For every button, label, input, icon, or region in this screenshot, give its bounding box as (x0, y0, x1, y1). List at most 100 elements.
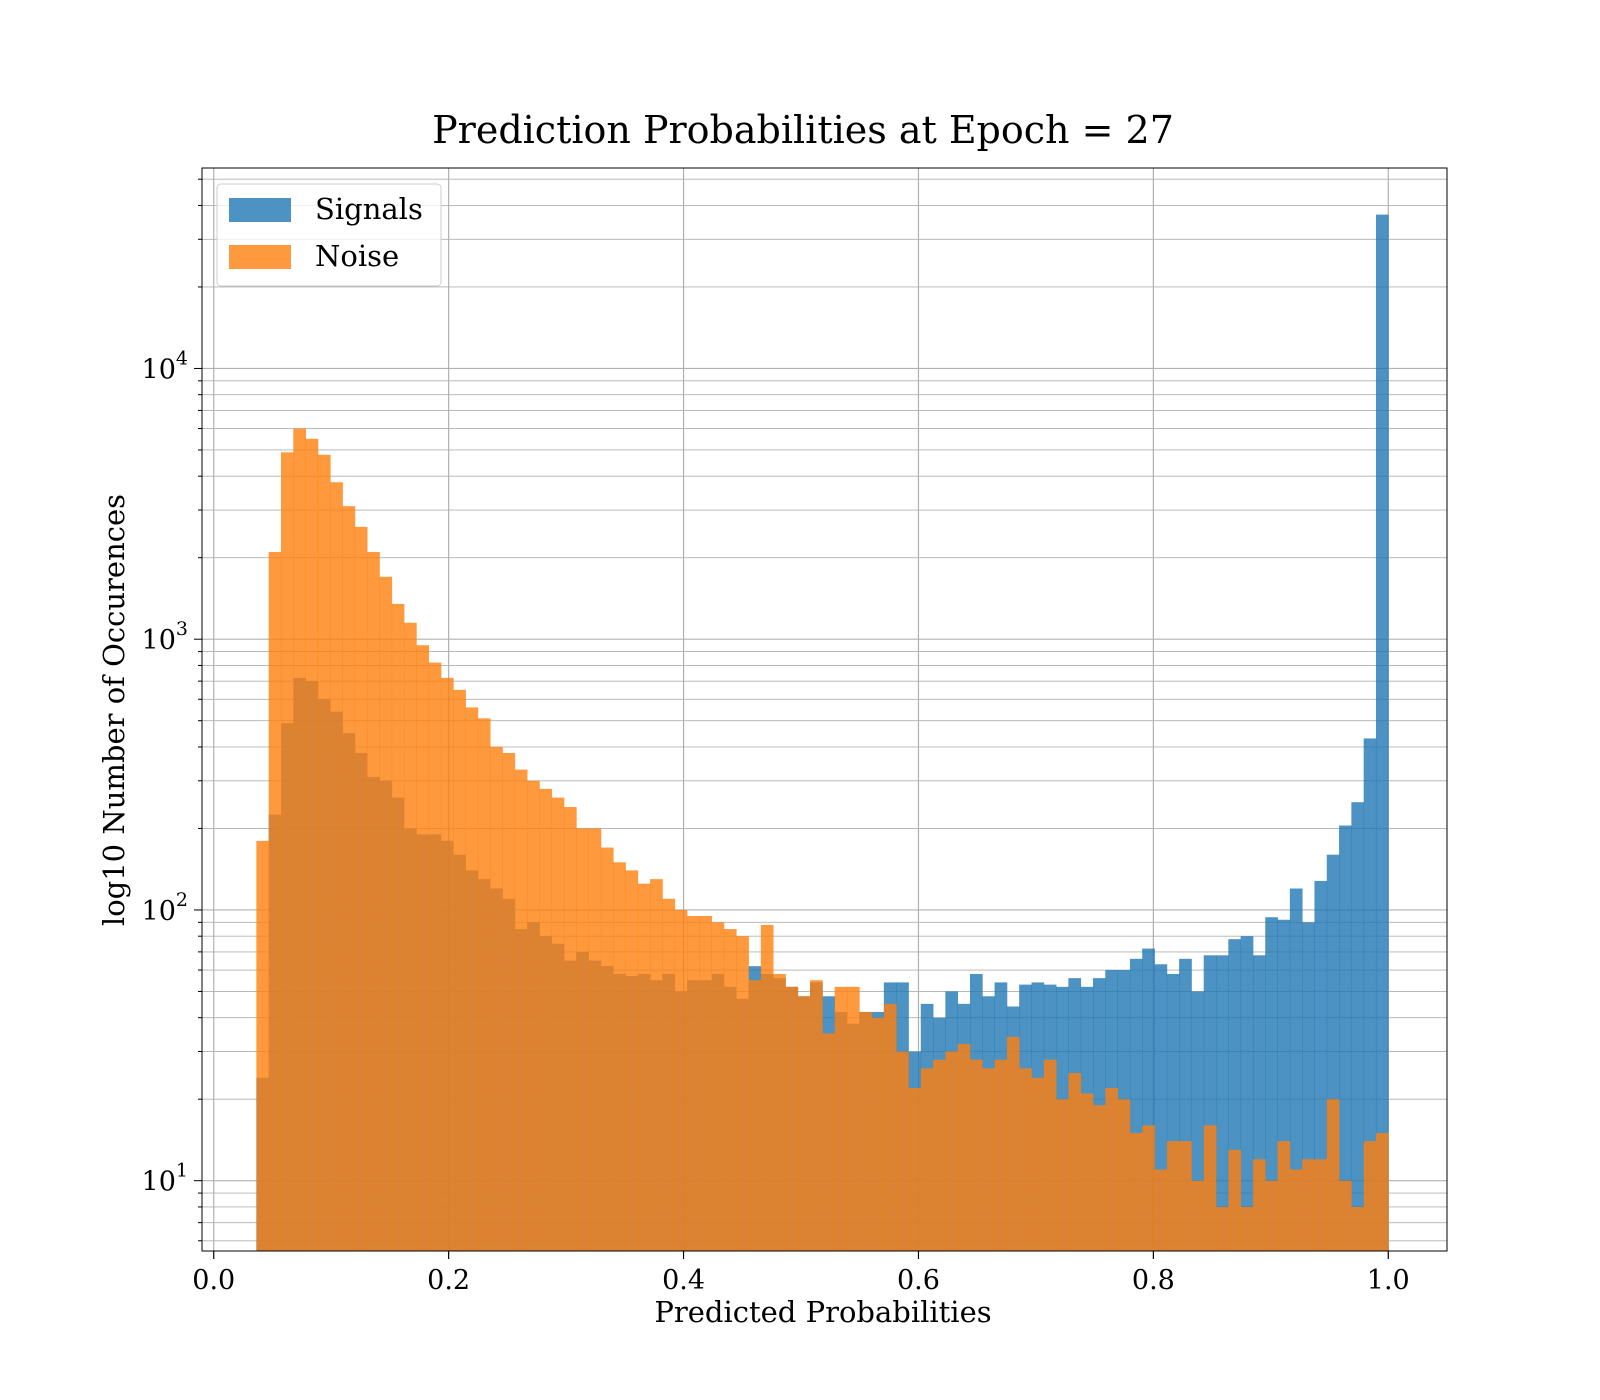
noise-bar (674, 909, 688, 1251)
noise-bar (1203, 1125, 1217, 1251)
noise-bar (859, 1011, 872, 1251)
legend-label-noise: Noise (315, 239, 399, 273)
noise-bar (994, 1059, 1008, 1251)
noise-bar (268, 551, 282, 1251)
noise-bar (1179, 1141, 1192, 1251)
noise-bar (1056, 1099, 1069, 1251)
noise-bar (637, 883, 651, 1251)
noise-bar (1326, 1099, 1340, 1251)
legend: Signals Noise (216, 183, 442, 287)
noise-bar (527, 780, 540, 1251)
noise-bar (957, 1043, 971, 1251)
plot-frame (201, 167, 1448, 1252)
noise-bar (1363, 1141, 1377, 1251)
legend-swatch-signals (229, 198, 291, 222)
noise-bar (514, 769, 528, 1251)
noise-bar (797, 996, 811, 1251)
noise-bar (699, 915, 712, 1251)
noise-bar (1068, 1072, 1082, 1251)
noise-bar (785, 986, 799, 1251)
noise-bar (711, 922, 725, 1251)
noise-bar (1314, 1159, 1328, 1251)
noise-bar (1105, 1087, 1119, 1251)
noise-bar (305, 438, 319, 1251)
x-axis-ticks: 0.0 0.2 0.4 0.6 0.8 1.0 (192, 1251, 1410, 1296)
noise-bar (1154, 1169, 1168, 1251)
noise-bar (1339, 1180, 1352, 1251)
noise-bar (490, 746, 503, 1251)
noise-bar (982, 1068, 995, 1251)
noise-bar (367, 551, 380, 1251)
noise-bar (748, 980, 762, 1251)
y-tick-label: 101 (142, 1160, 188, 1198)
x-axis-label: Predicted Probabilities (654, 1295, 991, 1329)
noise-bar (871, 1017, 885, 1251)
noise-bar (477, 718, 491, 1251)
noise-bar (588, 828, 602, 1251)
noise-bar (576, 828, 589, 1251)
noise-bar (896, 1051, 909, 1251)
noise-bar (1019, 1068, 1032, 1251)
noise-bar (1080, 1093, 1094, 1251)
noise-bar (465, 707, 479, 1251)
noise-bar (1252, 1159, 1266, 1251)
signals-bar (1265, 917, 1278, 1251)
y-tick-label: 102 (142, 889, 188, 927)
noise-bar (1302, 1159, 1315, 1251)
noise-bar (773, 974, 786, 1251)
noise-bar (908, 1087, 922, 1251)
signals-bar (1289, 888, 1303, 1251)
noise-bar (933, 1059, 946, 1251)
noise-bar (883, 1003, 897, 1251)
noise-bar (256, 840, 270, 1251)
noise-bar (502, 752, 516, 1251)
noise-bar (1375, 1133, 1389, 1251)
signals-bar (1216, 955, 1229, 1251)
noise-bar (945, 1051, 959, 1251)
noise-bar (834, 986, 848, 1251)
noise-bar (354, 526, 368, 1251)
x-tick-label: 0.8 (1132, 1265, 1175, 1296)
noise-bar (613, 862, 626, 1251)
noise-bar (1006, 1036, 1020, 1251)
noise-bar (822, 1033, 836, 1251)
y-axis-ticks: 101 102 103 104 (142, 178, 202, 1242)
noise-series (256, 428, 1389, 1252)
y-axis-label: log10 Number of Occurences (97, 494, 131, 926)
x-tick-label: 1.0 (1367, 1265, 1410, 1296)
legend-label-signals: Signals (315, 192, 423, 226)
noise-bar (846, 986, 860, 1251)
noise-bar (1031, 1077, 1045, 1251)
x-tick-label: 0.6 (897, 1265, 940, 1296)
signals-bar (1351, 802, 1365, 1251)
x-tick-label: 0.2 (427, 1265, 470, 1296)
noise-bar (625, 870, 639, 1251)
noise-bar (416, 645, 430, 1251)
noise-bar (539, 788, 553, 1251)
noise-bar (317, 454, 331, 1251)
noise-bar (736, 936, 749, 1251)
noise-bar (920, 1068, 934, 1251)
noise-bar (600, 847, 614, 1251)
legend-swatch-noise (229, 245, 291, 269)
noise-bar (810, 980, 823, 1251)
noise-bar (1289, 1169, 1303, 1251)
noise-bar (1191, 1180, 1205, 1251)
noise-bar (293, 428, 306, 1251)
signals-bar (1240, 936, 1254, 1251)
noise-bar (391, 603, 405, 1251)
noise-bar (1351, 1206, 1365, 1251)
noise-bar (1228, 1149, 1242, 1251)
noise-bar (428, 662, 442, 1251)
noise-bar (280, 452, 294, 1251)
noise-bar (440, 677, 454, 1251)
noise-bar (1166, 1141, 1180, 1251)
noise-bar (1216, 1206, 1229, 1251)
y-tick-label: 103 (142, 618, 188, 656)
x-tick-label: 0.0 (192, 1265, 235, 1296)
noise-bar (551, 797, 565, 1251)
noise-bar (563, 807, 577, 1251)
noise-bar (453, 689, 466, 1251)
noise-bar (686, 915, 700, 1251)
